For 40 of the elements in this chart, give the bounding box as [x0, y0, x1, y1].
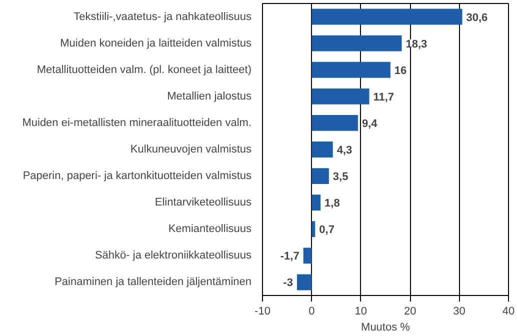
data-label: 9,4: [362, 118, 378, 130]
y-tick-label: Tekstiili-,vaatetus- ja nahkateollisuus: [74, 10, 252, 23]
y-tick-label: Metallien jalostus: [167, 90, 252, 102]
data-label: 0,7: [319, 224, 334, 236]
bar: [303, 248, 312, 264]
y-tick-label: Kemianteollisuus: [168, 223, 252, 236]
bar: [312, 8, 462, 25]
bar: [312, 35, 402, 52]
y-tick-label: Metallituotteiden valm. (pl. koneet ja laitteet): [36, 64, 252, 76]
x-tick-label: 30: [453, 306, 466, 318]
data-label: 30,6: [466, 12, 488, 24]
bar: [312, 194, 321, 211]
y-tick-label: Muiden ei-metallisten mineraalituotteiden valm.: [22, 116, 252, 129]
data-label: 11,7: [373, 91, 394, 104]
y-tick-label: Sähkö- ja elektroniikkateollisuus: [94, 250, 252, 262]
data-label: 16: [394, 64, 407, 77]
bar: [296, 274, 312, 290]
bar: [312, 221, 316, 238]
x-axis-title: Muutos %: [361, 322, 410, 334]
bar: [312, 62, 390, 78]
x-tick-label: 10: [354, 306, 368, 318]
y-tick-label: Painaminen ja tallenteiden jäljentäminen: [54, 276, 252, 288]
x-tick-label: 40: [502, 306, 515, 318]
data-label: -1,7: [280, 250, 300, 263]
bar: [312, 142, 333, 158]
x-tick-label: 20: [404, 306, 416, 318]
data-label: -3: [283, 277, 293, 290]
data-label: 1,8: [324, 198, 340, 210]
x-tick-label: -10: [254, 306, 270, 318]
bar: [312, 168, 329, 184]
y-tick-label: Muiden koneiden ja laitteiden valmistus: [60, 37, 252, 50]
data-label: 3,5: [332, 171, 348, 184]
bar: [312, 88, 370, 104]
data-label: 18,3: [406, 38, 428, 50]
data-label: 4,3: [336, 144, 352, 156]
x-tick-label: 0: [308, 306, 315, 318]
y-tick-label: Elintarviketeollisuus: [154, 196, 252, 209]
y-tick-label: Paperin, paperi- ja kartonkituotteiden valmistus: [22, 170, 252, 182]
y-tick-label: Kulkuneuvojen valmistus: [130, 144, 252, 156]
bar: [312, 114, 358, 131]
